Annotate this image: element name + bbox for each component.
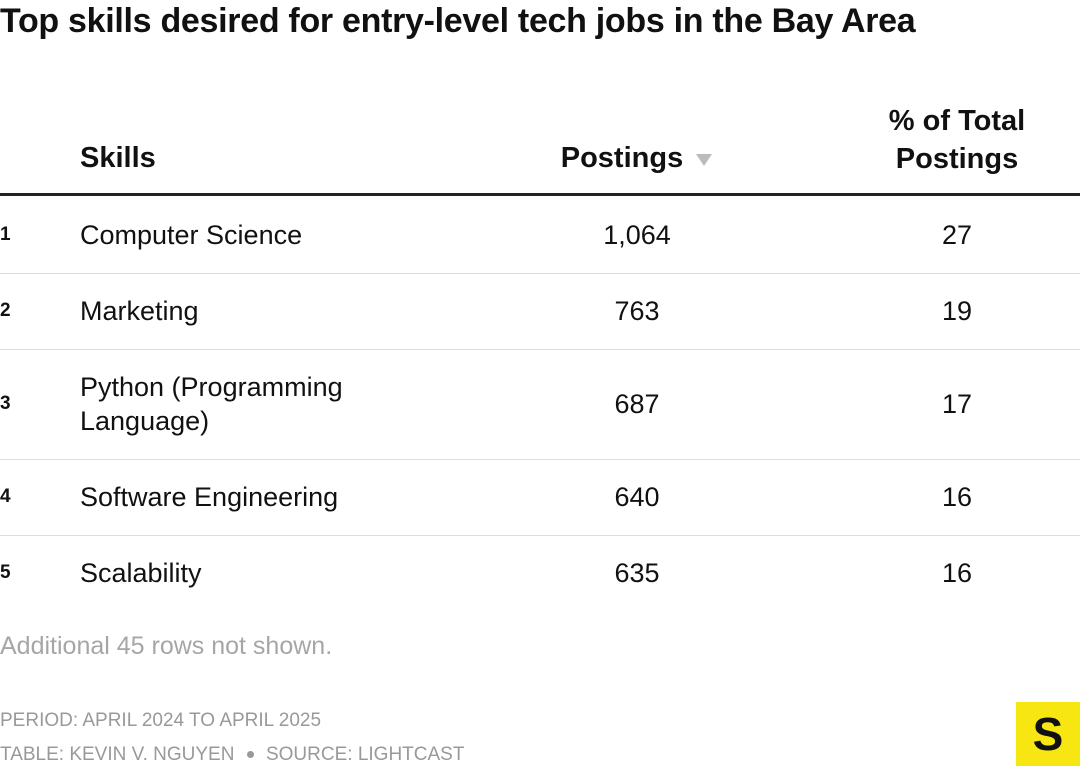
skill-cell: Software Engineering bbox=[80, 482, 339, 512]
header-skills: Skills bbox=[80, 142, 156, 174]
row-separator bbox=[0, 535, 1080, 536]
rank-cell: 2 bbox=[0, 300, 11, 321]
percent-cell: 27 bbox=[941, 220, 973, 250]
postings-cell: 763 bbox=[614, 296, 660, 326]
postings-cell: 687 bbox=[614, 389, 660, 419]
percent-cell: 17 bbox=[941, 389, 973, 419]
footer-credit: TABLE: KEVIN V. NGUYEN bbox=[0, 744, 235, 765]
skill-cell: Python (Programming Language) bbox=[80, 372, 343, 436]
separator-dot bbox=[246, 751, 254, 759]
row-separator bbox=[0, 349, 1080, 350]
skill-cell: Scalability bbox=[80, 558, 202, 588]
row-separator bbox=[0, 459, 1080, 460]
skill-cell: Marketing bbox=[80, 296, 199, 326]
percent-cell: 19 bbox=[941, 296, 973, 326]
percent-cell: 16 bbox=[941, 558, 973, 588]
rank-cell: 1 bbox=[0, 224, 11, 245]
postings-cell: 635 bbox=[614, 558, 660, 588]
footer-period: PERIOD: APRIL 2024 TO APRIL 2025 bbox=[0, 710, 322, 731]
title: Top skills desired for entry-level tech … bbox=[0, 2, 916, 40]
note: Additional 45 rows not shown. bbox=[0, 632, 333, 660]
header-percent: % of Total Postings bbox=[888, 105, 1026, 175]
header-postings: Postings bbox=[560, 142, 684, 174]
rank-cell: 3 bbox=[0, 393, 11, 414]
sort-icon bbox=[696, 154, 713, 167]
header-rule bbox=[0, 193, 1080, 196]
logo: S bbox=[1016, 702, 1080, 766]
header-postings-wrap: Postings bbox=[537, 142, 737, 175]
rank-cell: 4 bbox=[0, 486, 11, 507]
postings-cell: 1,064 bbox=[603, 220, 671, 250]
rank-cell: 5 bbox=[0, 562, 11, 583]
footer-line: TABLE: KEVIN V. NGUYEN SOURCE: LIGHTCAST bbox=[0, 744, 464, 766]
percent-cell: 16 bbox=[941, 482, 973, 512]
row-separator bbox=[0, 273, 1080, 274]
footer-source: SOURCE: LIGHTCAST bbox=[265, 744, 465, 765]
skill-cell: Computer Science bbox=[80, 220, 303, 250]
postings-cell: 640 bbox=[614, 482, 660, 512]
